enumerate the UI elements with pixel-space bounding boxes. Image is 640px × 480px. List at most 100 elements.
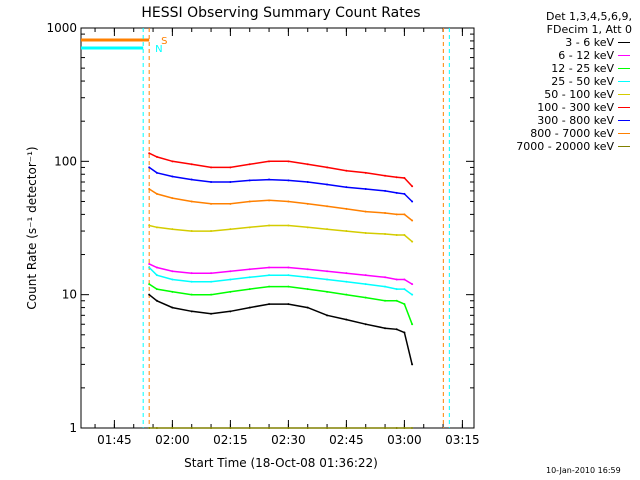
data-point	[148, 166, 151, 169]
legend-item: 800 - 7000 keV	[500, 127, 632, 140]
series-line-0	[148, 294, 413, 365]
data-point	[190, 293, 193, 296]
data-point	[155, 155, 158, 158]
data-point	[268, 266, 271, 269]
data-point	[326, 427, 329, 429]
data-point	[268, 160, 271, 163]
data-point	[384, 174, 387, 177]
data-point	[395, 328, 398, 331]
data-point	[345, 280, 348, 283]
series-line-6	[148, 166, 413, 203]
legend-swatch	[618, 81, 630, 82]
data-point	[229, 228, 232, 231]
data-point	[171, 160, 174, 163]
data-point	[306, 226, 309, 229]
data-point	[229, 270, 232, 273]
data-point	[364, 188, 367, 191]
series-line-5	[148, 152, 413, 187]
data-point	[364, 427, 367, 429]
legend-label: 300 - 800 keV	[537, 114, 614, 127]
legend-label: 50 - 100 keV	[544, 88, 614, 101]
data-point	[155, 171, 158, 174]
data-point	[287, 160, 290, 163]
data-point	[171, 306, 174, 309]
data-point	[403, 176, 406, 179]
legend-swatch	[618, 42, 630, 43]
data-point	[411, 427, 414, 429]
legend-rows: 3 - 6 keV 6 - 12 keV 12 - 25 keV 25 - 50 ke…	[500, 36, 632, 153]
flag-label: N	[155, 44, 162, 55]
legend-item: 50 - 100 keV	[500, 88, 632, 101]
data-point	[148, 224, 151, 227]
data-point	[306, 288, 309, 291]
data-point	[155, 299, 158, 302]
data-point	[403, 234, 406, 237]
x-tick-label: 02:15	[213, 433, 248, 447]
data-point	[306, 163, 309, 166]
legend-header-line: Det 1,3,4,5,6,9,	[545, 10, 632, 23]
data-point	[364, 232, 367, 235]
data-point	[306, 202, 309, 205]
data-point	[248, 276, 251, 279]
data-point	[287, 285, 290, 288]
data-point	[287, 179, 290, 182]
data-point	[403, 288, 406, 291]
data-point	[411, 219, 414, 222]
data-point	[364, 283, 367, 286]
data-point	[326, 314, 329, 317]
data-point	[395, 176, 398, 179]
data-point	[326, 290, 329, 293]
x-tick-label: 03:15	[445, 433, 480, 447]
data-point	[326, 205, 329, 208]
data-point	[287, 200, 290, 203]
data-point	[190, 310, 193, 313]
data-point	[306, 268, 309, 271]
flag-label: S	[161, 36, 167, 47]
data-point	[148, 293, 151, 296]
legend-label: 800 - 7000 keV	[530, 127, 614, 140]
plot-area	[80, 27, 475, 429]
data-point	[326, 228, 329, 231]
data-point	[190, 280, 193, 283]
legend-item: 3 - 6 keV	[500, 36, 632, 49]
x-tick-label: 03:00	[387, 433, 422, 447]
data-point	[403, 331, 406, 334]
data-point	[345, 427, 348, 429]
data-point	[384, 285, 387, 288]
legend-swatch	[618, 120, 630, 121]
data-point	[326, 270, 329, 273]
data-point	[171, 270, 174, 273]
data-point	[345, 169, 348, 172]
data-point	[171, 427, 174, 429]
series-line-4	[149, 224, 413, 243]
legend: Det 1,3,4,5,6,9, FDecim 1, Att 0 3 - 6 k…	[500, 10, 632, 153]
legend-item: 7000 - 20000 keV	[500, 140, 632, 153]
data-point	[148, 152, 151, 155]
data-point	[345, 207, 348, 210]
y-tick-label: 100	[54, 154, 77, 168]
data-point	[384, 211, 387, 214]
data-point	[229, 427, 232, 429]
data-point	[326, 278, 329, 281]
data-point	[248, 288, 251, 291]
data-point	[190, 178, 193, 181]
series-line-7	[148, 188, 413, 222]
data-point	[248, 163, 251, 166]
data-point	[411, 200, 414, 203]
legend-swatch	[618, 133, 630, 134]
data-point	[364, 171, 367, 174]
data-point	[345, 293, 348, 296]
data-point	[248, 226, 251, 229]
data-point	[171, 290, 174, 293]
data-point	[403, 303, 406, 306]
data-point	[229, 290, 232, 293]
data-point	[384, 276, 387, 279]
data-point	[229, 180, 232, 183]
data-point	[210, 280, 213, 283]
data-point	[287, 266, 290, 269]
data-point	[287, 427, 290, 429]
data-point	[210, 230, 213, 233]
legend-swatch	[618, 107, 630, 108]
data-point	[411, 283, 414, 286]
data-point	[411, 363, 414, 366]
